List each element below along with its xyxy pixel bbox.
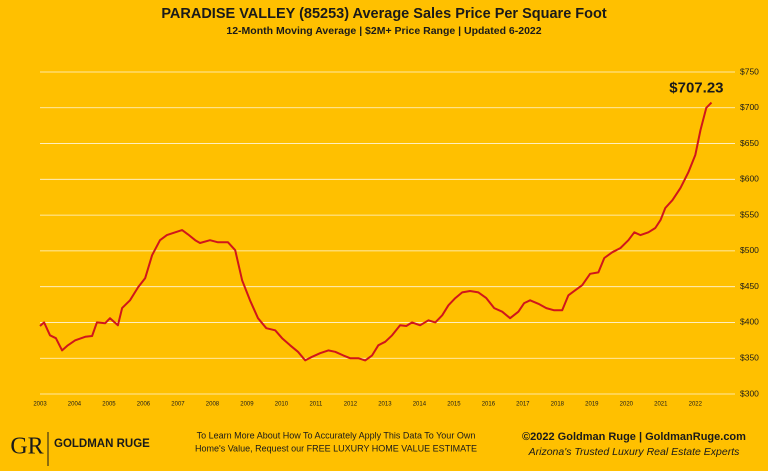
chart-subtitle: 12-Month Moving Average | $2M+ Price Ran… bbox=[226, 25, 541, 37]
x-tick-label: 2017 bbox=[516, 402, 530, 408]
copyright: ©2022 Goldman Ruge | GoldmanRuge.com bbox=[522, 431, 746, 443]
y-tick-label: $650 bbox=[740, 138, 759, 148]
x-tick-label: 2003 bbox=[33, 402, 47, 408]
x-tick-label: 2022 bbox=[689, 402, 703, 408]
y-tick-label: $500 bbox=[740, 245, 759, 255]
y-tick-label: $350 bbox=[740, 352, 759, 362]
value-annotation: $707.23 bbox=[669, 80, 723, 97]
x-tick-label: 2006 bbox=[137, 402, 151, 408]
x-tick-label: 2008 bbox=[206, 402, 220, 408]
x-tick-label: 2016 bbox=[482, 402, 496, 408]
x-tick-label: 2009 bbox=[240, 402, 254, 408]
cta-line: To Learn More About How To Accurately Ap… bbox=[197, 430, 476, 440]
logo-text: GOLDMAN RUGE bbox=[54, 438, 150, 450]
x-tick-label: 2013 bbox=[378, 402, 392, 408]
y-tick-label: $750 bbox=[740, 66, 759, 76]
x-tick-label: 2020 bbox=[620, 402, 634, 408]
logo-mark: GR bbox=[10, 434, 43, 460]
x-tick-label: 2004 bbox=[68, 402, 82, 408]
x-tick-label: 2021 bbox=[654, 402, 668, 408]
y-tick-label: $400 bbox=[740, 317, 759, 327]
chart-title: PARADISE VALLEY (85253) Average Sales Pr… bbox=[161, 6, 607, 22]
x-tick-label: 2018 bbox=[551, 402, 565, 408]
footer: GR GOLDMAN RUGE To Learn More About How … bbox=[10, 430, 746, 466]
x-tick-label: 2005 bbox=[102, 402, 116, 408]
x-tick-label: 2015 bbox=[447, 402, 461, 408]
y-tick-label: $550 bbox=[740, 209, 759, 219]
x-tick-label: 2019 bbox=[585, 402, 599, 408]
y-tick-label: $600 bbox=[740, 174, 759, 184]
cta-line: Home's Value, Request our FREE LUXURY HO… bbox=[195, 443, 477, 453]
y-tick-label: $450 bbox=[740, 281, 759, 291]
tagline: Arizona's Trusted Luxury Real Estate Exp… bbox=[528, 446, 740, 458]
x-tick-label: 2014 bbox=[413, 402, 427, 408]
x-tick-label: 2011 bbox=[309, 402, 323, 408]
x-tick-label: 2012 bbox=[344, 402, 358, 408]
line-series bbox=[39, 101, 713, 362]
y-tick-label: $700 bbox=[740, 102, 759, 112]
y-tick-label: $300 bbox=[740, 388, 759, 398]
x-tick-label: 2007 bbox=[171, 402, 185, 408]
x-tick-label: 2010 bbox=[275, 402, 289, 408]
